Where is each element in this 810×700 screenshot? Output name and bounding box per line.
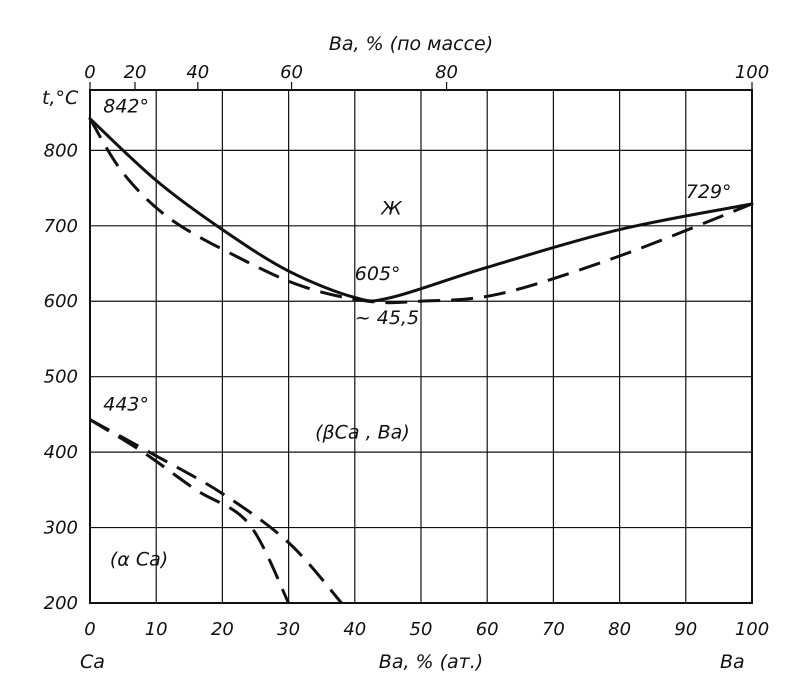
annotation-label: 729° bbox=[686, 181, 732, 203]
annotation-label: 443° bbox=[103, 394, 149, 416]
annotation-label: 842° bbox=[103, 96, 149, 118]
x-tick-label: 90 bbox=[674, 619, 697, 640]
y-tick-label: 700 bbox=[44, 216, 78, 237]
x-tick-label: 10 bbox=[145, 619, 168, 640]
y-tick-label: 600 bbox=[44, 291, 78, 312]
y-tick-label: 200 bbox=[44, 593, 78, 614]
y-tick-label: 500 bbox=[44, 367, 78, 388]
x-tick-label: 20 bbox=[211, 619, 234, 640]
y-tick-label: 400 bbox=[44, 442, 78, 463]
x-tick-label: 30 bbox=[277, 619, 300, 640]
top-axis-label: Ba, % (по массе) bbox=[329, 33, 493, 55]
curve-layer bbox=[88, 117, 754, 604]
x-tick-label: 50 bbox=[410, 619, 433, 640]
top-tick-label: 80 bbox=[435, 62, 458, 83]
dashed-curve-3 bbox=[89, 418, 343, 604]
annotation-label: ~ 45,5 bbox=[355, 307, 419, 329]
dashed-curve-1 bbox=[88, 117, 753, 305]
top-tick-label: 60 bbox=[280, 62, 303, 83]
x-tick-label: 80 bbox=[608, 619, 631, 640]
grid-layer bbox=[89, 82, 753, 604]
top-tick-label: 40 bbox=[186, 62, 209, 83]
top-tick-label: 20 bbox=[124, 62, 147, 83]
annotation-label: Ж bbox=[380, 197, 403, 219]
x-tick-label: 70 bbox=[542, 619, 565, 640]
right-component-label: Ba bbox=[720, 651, 745, 673]
y-tick-label: 300 bbox=[44, 518, 78, 539]
annotation-label: 605° bbox=[355, 263, 401, 285]
bottom-axis-label: Ba, % (ат.) bbox=[379, 651, 483, 673]
text-layer: Ba, % (по массе) Ba, % (ат.) t,°C Ca Ba … bbox=[42, 33, 769, 673]
top-tick-label: 0 bbox=[84, 62, 95, 83]
annotation-label: (βCa , Ba) bbox=[315, 422, 410, 444]
x-tick-label: 40 bbox=[343, 619, 366, 640]
top-tick-label: 100 bbox=[735, 62, 769, 83]
dashed-curve-2 bbox=[89, 418, 290, 604]
x-tick-label: 60 bbox=[476, 619, 499, 640]
x-tick-label: 0 bbox=[84, 619, 95, 640]
y-axis-label: t,°C bbox=[42, 87, 79, 109]
left-component-label: Ca bbox=[80, 651, 105, 673]
annotation-label: (α Ca) bbox=[110, 548, 168, 570]
x-tick-label: 100 bbox=[735, 619, 769, 640]
y-tick-label: 800 bbox=[44, 140, 78, 161]
